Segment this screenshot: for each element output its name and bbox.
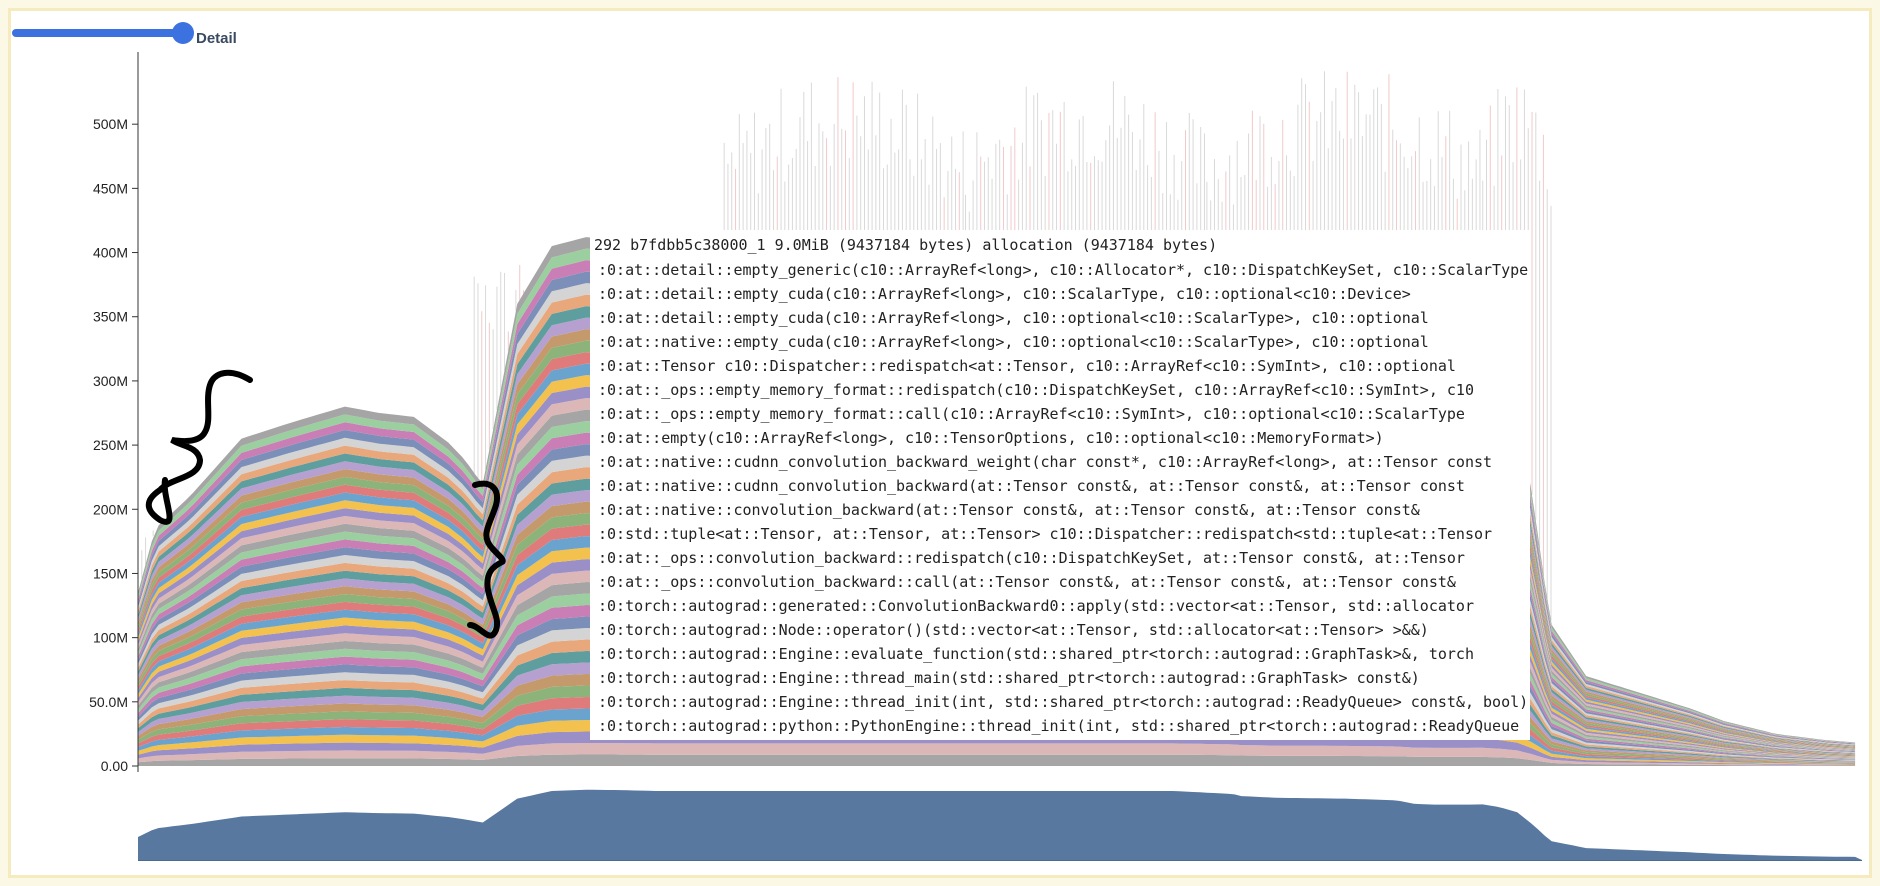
- y-tick-label: 100M: [93, 630, 128, 646]
- allocation-layer[interactable]: [138, 409, 1856, 751]
- overview-minimap[interactable]: [138, 789, 1862, 861]
- allocation-layer[interactable]: [138, 467, 1856, 754]
- stack-frame-line: :0:at::_ops::convolution_backward::call(…: [598, 573, 1456, 591]
- allocation-layer[interactable]: [138, 398, 1856, 751]
- y-tick-label: 50.0M: [89, 694, 128, 710]
- stack-frame-line: :0:torch::autograd::generated::Convoluti…: [598, 597, 1474, 615]
- y-tick-label: 200M: [93, 501, 128, 517]
- stack-frame-line: :0:at::detail::empty_cuda(c10::ArrayRef<…: [598, 285, 1411, 303]
- allocation-layer[interactable]: [138, 375, 1856, 750]
- stack-frame-line: :0:torch::autograd::Engine::thread_init(…: [598, 693, 1529, 711]
- stack-frame-line: :0:std::tuple<at::Tensor, at::Tensor, at…: [598, 525, 1493, 543]
- detail-slider-thumb[interactable]: [172, 22, 194, 44]
- stack-frame-line: :0:at::_ops::empty_memory_format::call(c…: [598, 405, 1465, 423]
- stack-frame-line: :0:at::native::cudnn_convolution_backwar…: [598, 453, 1493, 471]
- detail-slider[interactable]: [12, 22, 194, 44]
- y-tick-label: 250M: [93, 437, 128, 453]
- stack-frame-line: :0:torch::autograd::Node::operator()(std…: [598, 621, 1429, 639]
- stack-frame-line: :0:at::detail::empty_cuda(c10::ArrayRef<…: [598, 309, 1429, 327]
- stack-frame-line: :0:at::detail::empty_generic(c10::ArrayR…: [598, 261, 1529, 279]
- detail-slider-track[interactable]: [12, 29, 184, 37]
- y-tick-label: 450M: [93, 180, 128, 196]
- allocation-layer[interactable]: [138, 386, 1856, 750]
- tooltip-header: 292 b7fdbb5c38000_1 9.0MiB (9437184 byte…: [594, 236, 1218, 254]
- allocation-layer[interactable]: [138, 421, 1856, 752]
- stack-frame-line: :0:at::empty(c10::ArrayRef<long>, c10::T…: [598, 429, 1384, 447]
- allocation-layer[interactable]: [138, 743, 1856, 766]
- overview-area[interactable]: [138, 789, 1862, 860]
- stack-frame-line: :0:at::native::empty_cuda(c10::ArrayRef<…: [598, 333, 1429, 351]
- y-tick-label: 500M: [93, 116, 128, 132]
- y-tick-label: 150M: [93, 565, 128, 581]
- allocation-layer[interactable]: [138, 478, 1856, 754]
- stack-frame-line: :0:at::_ops::convolution_backward::redis…: [598, 549, 1465, 567]
- allocation-layer[interactable]: [138, 455, 1856, 753]
- stack-frame-line: :0:torch::autograd::Engine::evaluate_fun…: [598, 645, 1474, 663]
- y-tick-label: 400M: [93, 245, 128, 261]
- handwritten-brace: [467, 480, 506, 639]
- stack-frame-line: :0:torch::autograd::Engine::thread_main(…: [598, 669, 1420, 687]
- y-axis: 0.00 50.0M 100M 150M 200M 250M 300M 350M 400M 450…: [89, 52, 139, 774]
- stack-frame-line: :0:torch::autograd::python::PythonEngine…: [598, 717, 1520, 735]
- y-tick-label: 300M: [93, 373, 128, 389]
- stack-frame-line: :0:at::_ops::empty_memory_format::redisp…: [598, 381, 1474, 399]
- handwritten-annotations: [145, 369, 506, 639]
- allocation-layer[interactable]: [138, 363, 1856, 749]
- stack-frame-line: :0:at::native::cudnn_convolution_backwar…: [598, 477, 1465, 495]
- overview-baseline: [138, 860, 1862, 861]
- stack-frame-line: :0:at::Tensor c10::Dispatcher::redispatc…: [598, 357, 1456, 375]
- stack-frame-line: :0:at::native::convolution_backward(at::…: [598, 501, 1420, 519]
- y-tick-label: 350M: [93, 309, 128, 325]
- y-tick-label: 0.00: [101, 758, 128, 774]
- detail-label: Detail: [196, 30, 237, 47]
- allocation-layer[interactable]: [138, 754, 1856, 767]
- allocation-tooltip: 292 b7fdbb5c38000_1 9.0MiB (9437184 byte…: [590, 230, 1530, 740]
- allocation-layer[interactable]: [138, 432, 1856, 752]
- allocation-layer[interactable]: [138, 444, 1856, 753]
- handwritten-brace: [145, 369, 253, 525]
